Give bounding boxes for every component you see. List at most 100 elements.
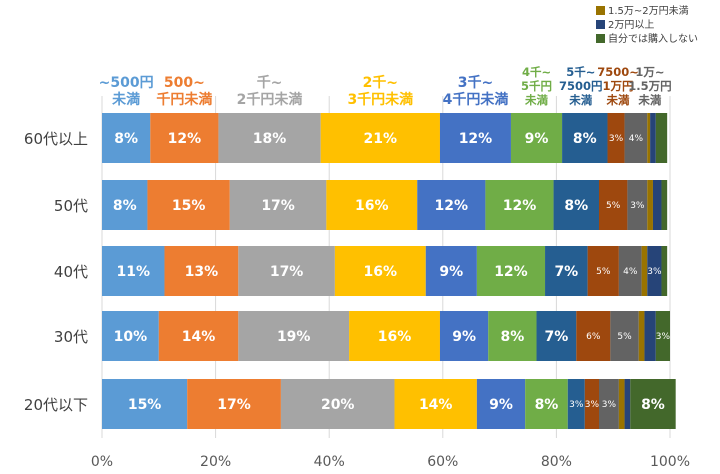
bar-segment — [652, 180, 662, 230]
bar-segment — [661, 180, 668, 230]
bar-segment — [510, 113, 563, 163]
bar-segment — [553, 180, 599, 230]
bar-segment — [650, 113, 656, 163]
data-label: 9% — [489, 397, 513, 413]
data-label: 12% — [494, 264, 528, 280]
x-tick-label: 0% — [91, 454, 113, 470]
series-label: 1.5万円 — [628, 79, 671, 93]
bar-segment — [147, 180, 230, 230]
legend-swatch — [596, 6, 605, 15]
bar-segment — [476, 379, 526, 429]
data-label: 16% — [355, 198, 389, 214]
data-label: 3% — [569, 400, 584, 410]
bar-segment — [624, 379, 631, 429]
bar-segment — [349, 311, 440, 361]
data-label: 3% — [656, 332, 671, 342]
data-label: 7% — [545, 329, 569, 345]
series-label: 2千円未満 — [237, 91, 303, 108]
series-label: 1万円 — [603, 79, 634, 93]
bars — [102, 113, 676, 429]
data-labels: 8% 12% 18% 21% 12% 9% 8% 3% 4% 8% 15% 17% 16% 12% 12% 8… — [113, 131, 671, 413]
data-label: 6% — [586, 332, 601, 342]
bar-segment — [584, 379, 599, 429]
legend-label: 自分では購入しない — [608, 32, 698, 45]
data-label: 21% — [364, 131, 398, 147]
category-label: 30代 — [54, 328, 88, 346]
bar-segment — [525, 379, 568, 429]
data-label: 9% — [439, 264, 463, 280]
legend-swatch — [596, 34, 605, 43]
x-tick-labels: 0% 20% 40% 60% 80% 100% — [91, 454, 690, 470]
data-label: 8% — [500, 329, 524, 345]
data-label: 5% — [596, 267, 611, 277]
data-label: 12% — [459, 131, 493, 147]
data-label: 14% — [182, 329, 216, 345]
series-label: 未満 — [606, 93, 630, 107]
data-label: 11% — [116, 264, 150, 280]
bar-segment — [647, 180, 653, 230]
bar-segment — [439, 113, 511, 163]
x-tick-label: 20% — [200, 454, 231, 470]
bar-segment — [610, 311, 639, 361]
data-label: 13% — [185, 264, 219, 280]
data-label: 9% — [452, 329, 476, 345]
bar-segment — [647, 246, 662, 296]
series-label: 500~ — [164, 75, 205, 91]
category-labels: 60代以上 50代 40代 30代 20代以下 — [24, 130, 88, 414]
data-label: 16% — [378, 329, 412, 345]
bar-segment — [229, 180, 327, 230]
series-label: 5千円 — [521, 79, 552, 93]
series-label: 千円未満 — [156, 91, 212, 108]
bar-segment — [164, 246, 239, 296]
bar-segment — [187, 379, 281, 429]
bar-segment — [624, 113, 648, 163]
data-label: 5% — [617, 332, 632, 342]
bar-segment — [326, 180, 418, 230]
bar-segment — [641, 246, 648, 296]
bar-segment — [394, 379, 477, 429]
data-label: 8% — [573, 131, 597, 147]
data-label: 18% — [253, 131, 287, 147]
series-label: 4千円未満 — [443, 91, 509, 108]
bar-segment — [638, 311, 645, 361]
series-label: 3千~ — [458, 74, 493, 91]
series-label: 3千円未満 — [347, 91, 413, 108]
bar-segment — [238, 311, 350, 361]
data-label: 5% — [606, 201, 621, 211]
series-label: 2千~ — [363, 74, 398, 91]
bar-segment — [661, 246, 668, 296]
bar-segment — [536, 311, 577, 361]
bar-segment — [567, 379, 585, 429]
data-label: 12% — [503, 198, 537, 214]
data-label: 4% — [629, 134, 644, 144]
legend-label: 2万円以上 — [608, 19, 654, 31]
bar-segment — [618, 379, 625, 429]
series-label: 千~ — [257, 74, 283, 91]
bar-segment — [618, 246, 642, 296]
data-label: 15% — [128, 397, 162, 413]
data-label: 3% — [602, 400, 617, 410]
series-label: ~500円 — [99, 75, 154, 91]
data-label: 9% — [525, 131, 549, 147]
x-tick-label: 100% — [650, 454, 690, 470]
series-label: 5千~ — [566, 65, 595, 79]
bar-segment — [630, 379, 676, 429]
bar-segment — [655, 311, 670, 361]
bar-segment — [218, 113, 321, 163]
bar-segment — [545, 246, 588, 296]
series-label: 未満 — [112, 91, 140, 108]
bar-segment — [102, 113, 151, 163]
x-tick-label: 60% — [427, 454, 458, 470]
bar-segment — [320, 113, 440, 163]
data-label: 8% — [113, 198, 137, 214]
bar-segment — [587, 246, 619, 296]
series-label: 4千~ — [522, 65, 551, 79]
data-label: 16% — [364, 264, 398, 280]
data-label: 14% — [419, 397, 453, 413]
x-tick-label: 80% — [541, 454, 572, 470]
data-label: 12% — [168, 131, 202, 147]
bar-segment — [280, 379, 395, 429]
